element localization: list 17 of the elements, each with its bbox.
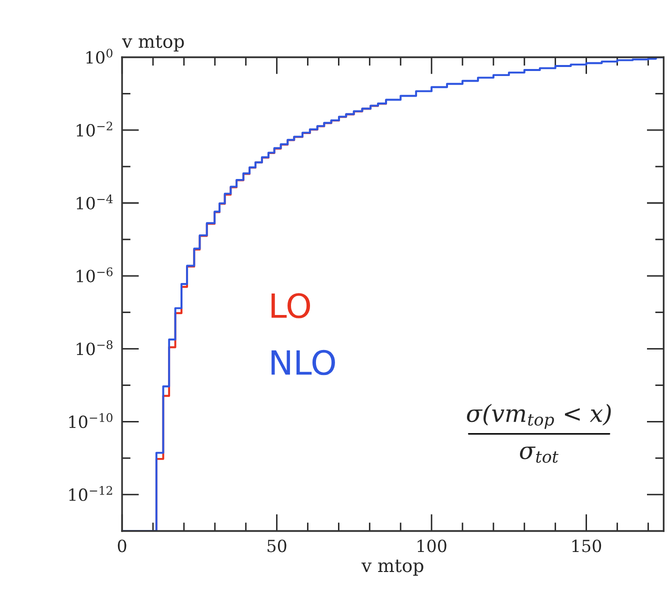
x-axis-title: v mtop (361, 560, 424, 576)
annotation: σ$_{tot}$ (520, 446, 558, 463)
text: NLO (272, 350, 335, 376)
y-tick-label: 10$^{−6}$ (76, 267, 113, 282)
y-tick-label: 10$^{−8}$ (76, 340, 112, 356)
y-tick-label: 10$^{−2}$ (76, 122, 112, 137)
y-tick-label: 10$^{−4}$ (76, 194, 113, 210)
text: LO (272, 293, 310, 318)
y-tick-label: 10$^{0}$ (86, 48, 112, 64)
y-tick-label: 10$^{−12}$ (69, 486, 112, 502)
x-tick-label: 0 (118, 540, 126, 552)
chart-title: v mtop (122, 36, 184, 52)
x-tick-label: 150 (572, 540, 602, 552)
x-tick-label: 100 (418, 540, 446, 552)
annotation: σ(vm$_{top}$ < x) (466, 404, 611, 429)
x-tick-label: 50 (268, 540, 286, 552)
y-tick-label: 10$^{−10}$ (69, 413, 112, 428)
